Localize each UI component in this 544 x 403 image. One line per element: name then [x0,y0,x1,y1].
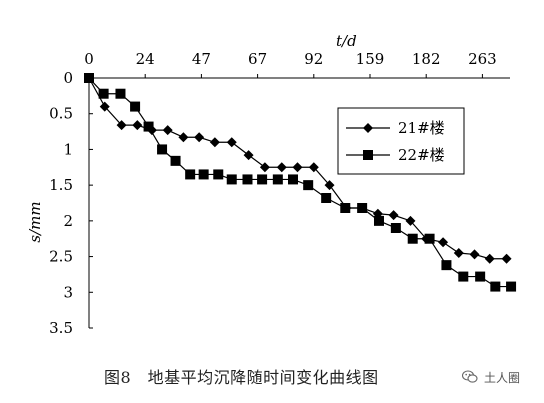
legend-label-2: 22#楼 [398,146,445,164]
y-tick-label: 2.5 [49,248,73,266]
data-point-series-1 [99,101,110,112]
legend-label-1: 21#楼 [398,119,445,137]
data-point-series-1 [438,237,449,248]
data-point-series-2 [115,88,126,99]
data-point-series-1 [276,162,287,173]
figure-caption: 图8 地基平均沉降随时间变化曲线图 [0,362,544,390]
data-point-series-2 [424,233,435,244]
data-point-series-2 [143,121,154,132]
series-line-2 [88,77,512,288]
x-tick-label: 263 [468,50,497,68]
data-point-series-2 [242,174,253,185]
data-point-series-2 [458,271,469,282]
data-point-series-2 [321,193,332,203]
data-point-series-1 [484,253,495,264]
data-point-series-2 [98,88,109,99]
data-point-series-2 [185,169,196,180]
data-point-series-1 [501,253,512,264]
y-tick-label: 3 [63,283,73,301]
x-tick-label: 92 [304,50,323,68]
wechat-icon [462,370,478,383]
data-point-series-2 [198,169,209,180]
data-point-series-2 [490,281,501,292]
y-tick-label: 1.5 [49,176,73,194]
data-point-series-1 [405,215,416,226]
data-point-series-1 [178,132,189,143]
data-point-series-2 [407,233,418,244]
data-point-series-2 [257,174,268,185]
legend-box [337,107,465,175]
data-point-series-2 [506,281,517,292]
series-markers [84,73,517,292]
data-point-series-2 [213,169,224,180]
y-tick-label: 3.5 [49,319,73,337]
data-point-series-2 [157,144,168,155]
y-tick-label: 0.5 [49,105,73,123]
data-point-series-2 [475,271,486,282]
y-axis-label: s/mm [26,201,44,242]
data-point-series-1 [453,248,464,258]
legend-marker-2 [363,150,373,160]
data-point-series-1 [388,210,399,221]
legend[interactable]: 21#楼 22#楼 [337,107,465,175]
data-point-series-1 [162,125,173,136]
data-point-series-1 [292,162,303,173]
data-point-series-2 [226,174,237,185]
data-point-series-1 [324,180,335,191]
x-tick-label: 24 [136,50,155,68]
data-point-series-1 [308,162,319,173]
x-axis-ticks: 0 24 47 67 92 159 182 263 [84,50,497,78]
data-point-series-2 [357,203,368,213]
data-point-series-1 [116,120,127,131]
y-tick-label: 1 [63,140,73,158]
data-point-series-1 [469,249,480,260]
data-point-series-2 [272,174,283,185]
data-point-series-1 [209,137,220,148]
axes [88,77,510,328]
caption-text: 图8 地基平均沉降随时间变化曲线图 [104,368,379,387]
data-point-series-2 [303,180,314,191]
data-point-series-1 [226,137,237,148]
legend-marker-1 [363,123,373,133]
y-axis-ticks: 0 0.5 1 1.5 2 2.5 3 3.5 [49,69,93,337]
data-point-series-2 [84,73,94,83]
data-point-series-2 [130,101,141,112]
x-tick-label: 182 [412,50,441,68]
x-axis-label: t/d [336,32,357,50]
data-point-series-2 [390,223,401,233]
data-point-series-2 [441,260,452,271]
data-point-series-2 [373,215,384,226]
data-point-series-2 [288,174,299,185]
data-point-series-2 [340,203,351,213]
data-point-series-1 [259,162,270,173]
x-tick-label: 67 [248,50,267,68]
data-point-series-1 [194,132,205,143]
data-point-series-1 [243,150,254,161]
x-tick-label: 159 [356,50,385,68]
y-tick-label: 2 [63,212,73,230]
data-point-series-2 [170,155,181,166]
settlement-chart: 0 24 47 67 92 159 182 263 00.511.522.533.5 t/d … [26,32,517,337]
y-tick-label: 0 [63,69,73,87]
x-tick-label: 0 [84,50,94,68]
x-tick-label: 47 [192,50,211,68]
data-point-series-1 [132,120,143,131]
watermark-text: 土人圈 [484,371,521,385]
